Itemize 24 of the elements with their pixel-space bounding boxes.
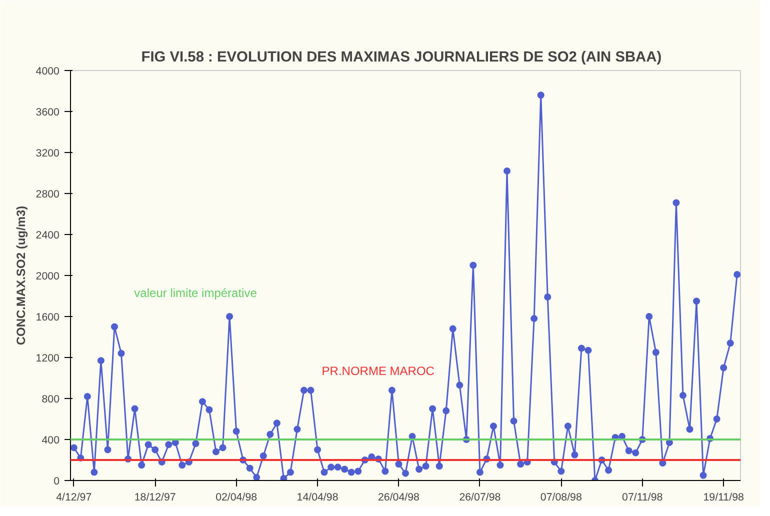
y-tick-label: 3200	[36, 148, 60, 160]
y-axis-title: CONC.MAX.SO2 (ug/m3)	[14, 206, 28, 346]
y-tick-label: 2400	[36, 230, 60, 242]
y-tick-label: 0	[54, 476, 60, 488]
ref-line-label: PR.NORME MAROC	[322, 364, 435, 378]
y-tick-label: 400	[42, 434, 60, 446]
y-tick-label: 2000	[36, 270, 60, 282]
y-tick-label: 4000	[36, 66, 60, 78]
x-tick-label: 02/04/98	[216, 492, 258, 504]
y-tick-label: 800	[42, 394, 60, 406]
x-tick-label: 07/11/98	[622, 492, 663, 504]
x-tick-label: 4/12/97	[56, 492, 92, 504]
x-tick-label: 18/12/97	[134, 492, 176, 504]
y-tick-label: 2800	[36, 188, 60, 200]
ref-line-label: valeur limite impérative	[134, 286, 258, 300]
y-tick-label: 1600	[36, 312, 60, 324]
x-tick-label: 07/08/98	[540, 492, 582, 504]
chart-title: FIG VI.58 : EVOLUTION DES MAXIMAS JOURNALIERS DE SO2 (AIN SBAA)	[141, 50, 662, 66]
x-tick-label: 14/04/98	[296, 492, 338, 504]
x-tick-label: 19/11/98	[703, 492, 744, 504]
x-tick-label: 26/07/98	[459, 492, 501, 504]
x-tick-label: 26/04/98	[378, 492, 420, 504]
y-tick-label: 1200	[36, 352, 60, 364]
y-tick-label: 3600	[36, 106, 60, 118]
